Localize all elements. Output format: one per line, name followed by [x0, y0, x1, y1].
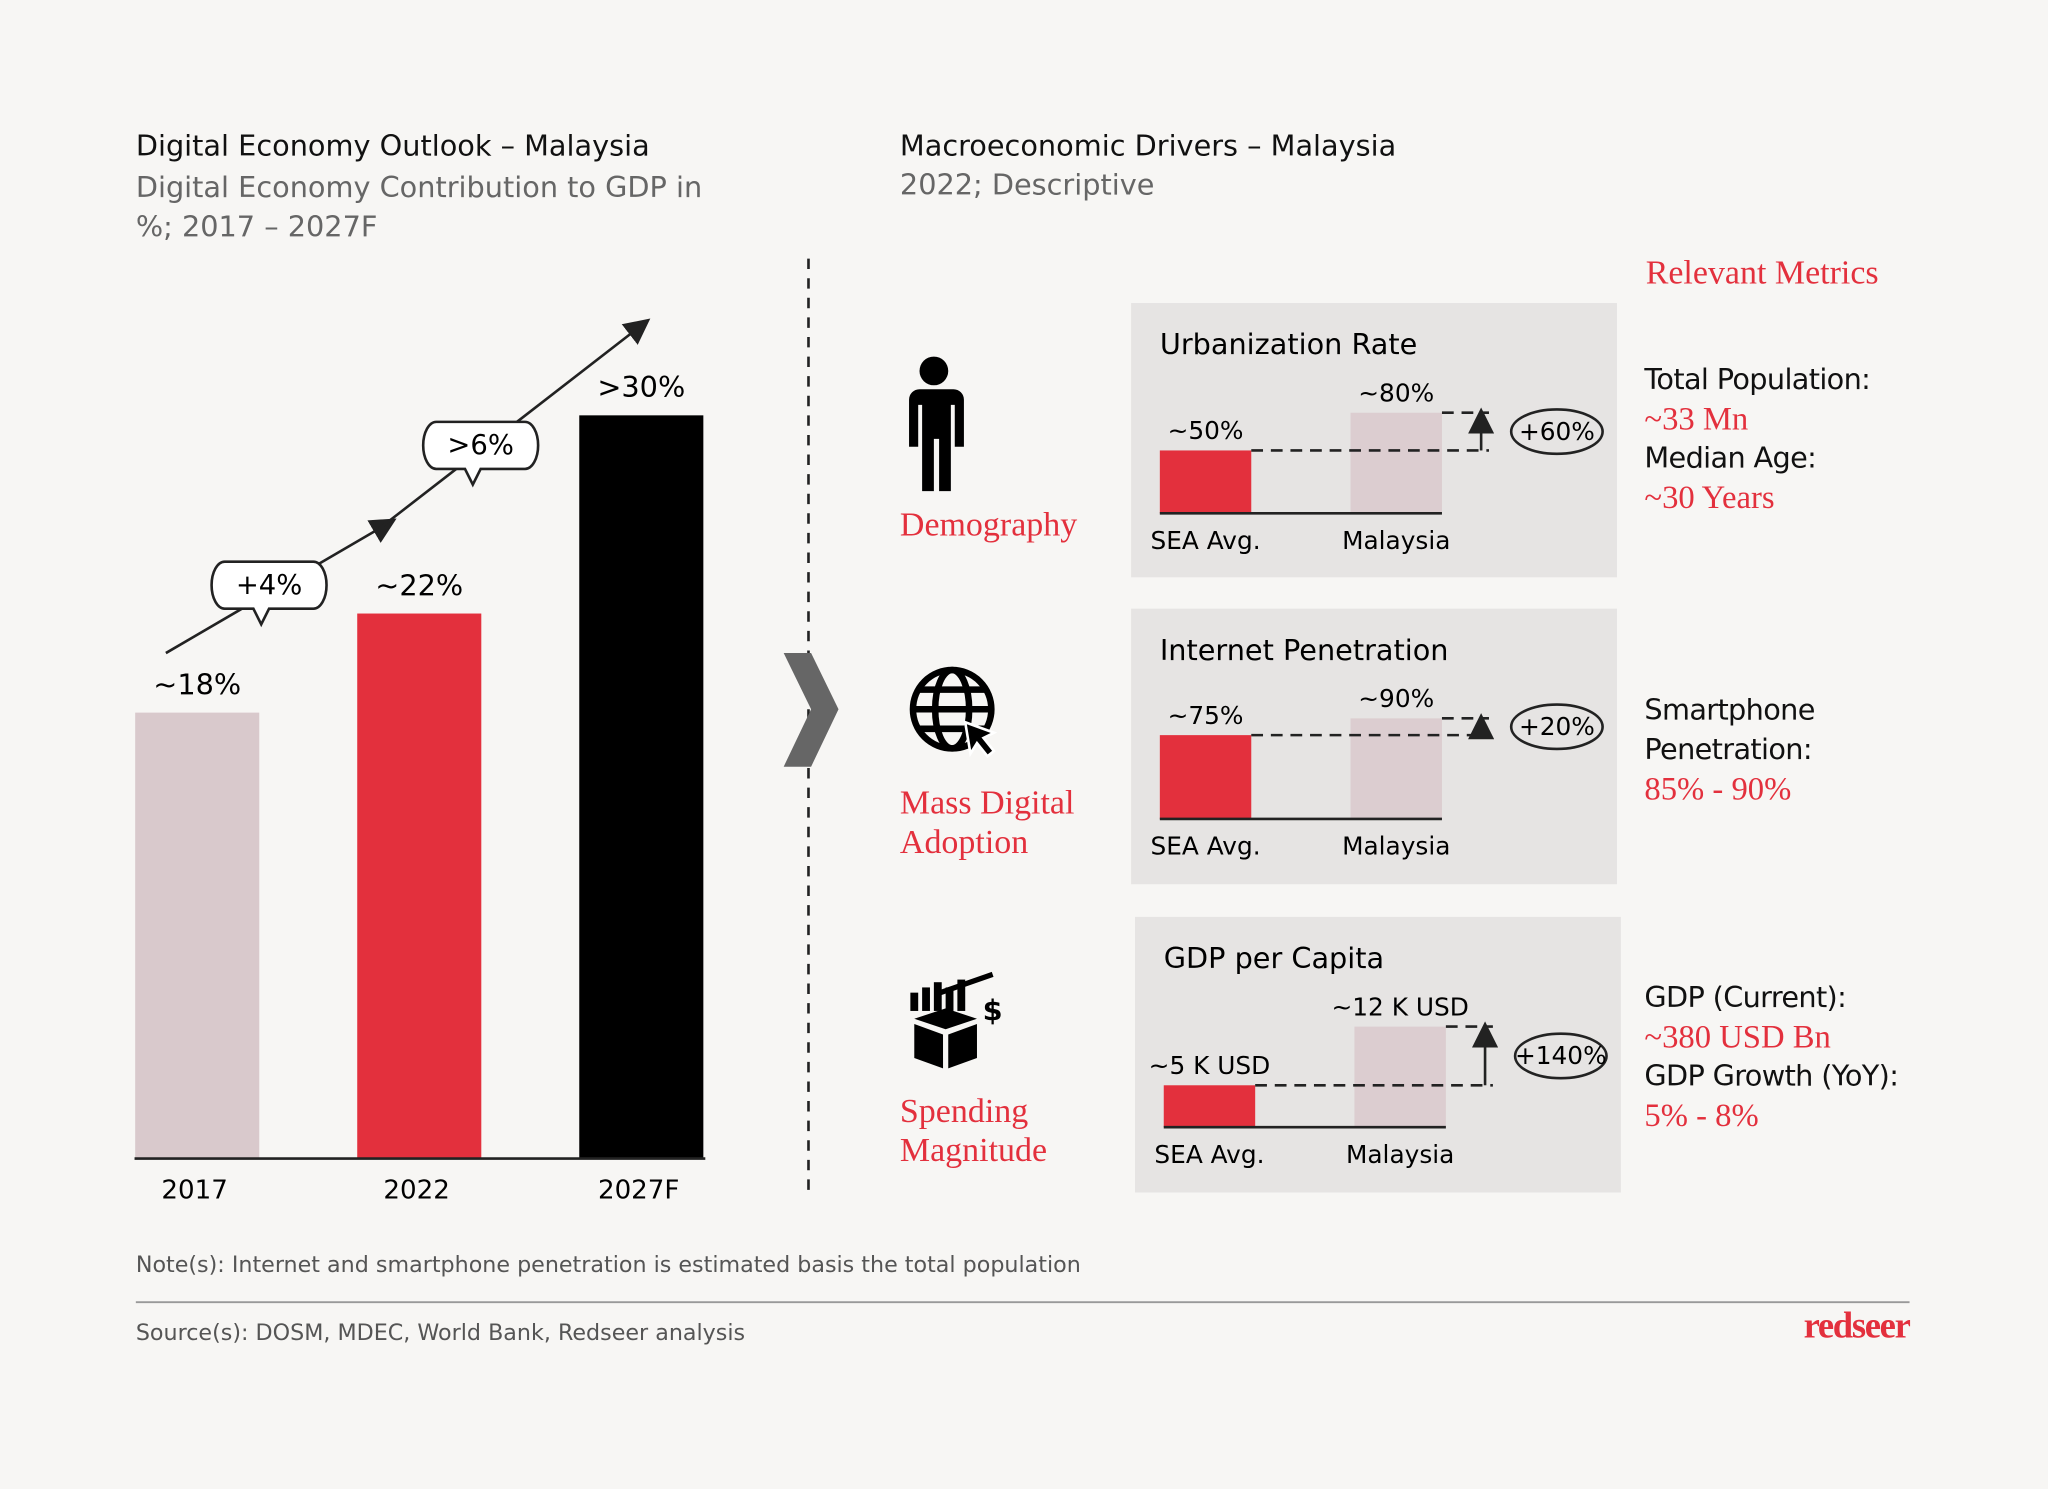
value-label: ~80%	[1358, 378, 1434, 407]
value-label: ~12 K USD	[1331, 992, 1468, 1021]
bar	[1350, 718, 1442, 819]
box-icon: $	[910, 971, 1003, 1069]
metrics: GDP (Current): ~380 USD Bn GDP Growth (Y…	[1644, 980, 1899, 1137]
category-label: 2027F	[598, 1176, 679, 1206]
chevron	[783, 653, 839, 767]
metric-value: 5% - 8%	[1644, 1098, 1759, 1134]
value-label: ~90%	[1358, 684, 1434, 713]
value-label: ~75%	[1168, 701, 1244, 730]
diff-oval	[1513, 1032, 1608, 1080]
diff-label: +60%	[1519, 417, 1595, 446]
metric-value: ~30 Years	[1644, 480, 1775, 516]
globe-icon	[909, 666, 998, 759]
left-title: Digital Economy Outlook – Malaysia	[135, 130, 650, 164]
dollar-sign: $	[983, 993, 1003, 1027]
category-label: Malaysia	[1342, 526, 1450, 555]
panel-title: GDP per Capita	[1164, 941, 1384, 975]
driver-label: Spending Magnitude	[899, 1091, 1048, 1169]
bar	[1354, 1026, 1446, 1128]
callout	[210, 560, 328, 628]
note: Note(s): Internet and smartphone penetra…	[135, 1252, 1081, 1279]
metric-label: GDP (Current):	[1644, 982, 1847, 1015]
category-label: Malaysia	[1342, 832, 1450, 861]
category-label: SEA Avg.	[1154, 1140, 1264, 1169]
value-label: ~18%	[153, 667, 241, 701]
diff-label: +140%	[1515, 1041, 1607, 1070]
category-label: 2022	[383, 1176, 449, 1206]
category-label: Malaysia	[1346, 1140, 1454, 1169]
metric-label: GDP Growth (YoY):	[1644, 1060, 1899, 1094]
diff-label: +20%	[1519, 712, 1595, 741]
metric-value: 85% - 90%	[1644, 771, 1792, 808]
growth-label: +4%	[236, 570, 302, 601]
driver-label: Mass Digital Adoption	[899, 783, 1075, 861]
bar	[357, 613, 482, 1159]
diff-oval	[1509, 703, 1604, 751]
value-label: >30%	[597, 370, 685, 404]
panel-title: Urbanization Rate	[1160, 327, 1418, 361]
right-title: Macroeconomic Drivers – Malaysia	[899, 130, 1397, 164]
metric-label: Total Population:	[1644, 364, 1871, 398]
panel-title: Internet Penetration	[1160, 633, 1449, 667]
right-subtitle: 2022; Descriptive	[899, 169, 1155, 203]
value-label: ~5 K USD	[1149, 1051, 1271, 1080]
metrics-heading: Relevant Metrics	[1645, 253, 1879, 292]
bar	[1350, 412, 1442, 514]
growth-label: >6%	[447, 430, 513, 461]
category-label: 2017	[161, 1176, 227, 1206]
logo: redseer	[1803, 1306, 1911, 1347]
category-label: SEA Avg.	[1151, 526, 1261, 555]
bar	[1159, 450, 1252, 514]
bar	[1159, 735, 1252, 819]
bar	[1163, 1085, 1256, 1128]
metrics: Smartphone Penetration: 85% - 90%	[1644, 692, 1879, 810]
person-icon	[909, 356, 964, 492]
bar	[579, 415, 704, 1159]
driver-label: Demography	[899, 505, 1078, 544]
value-label: ~50%	[1168, 416, 1244, 445]
value-label: ~22%	[375, 568, 463, 602]
metric-label: Median Age:	[1644, 442, 1817, 476]
bar	[135, 712, 260, 1159]
left-subtitle: Digital Economy Contribution to GDP in %…	[135, 172, 703, 245]
metric-value: ~380 USD Bn	[1644, 1020, 1831, 1056]
source: Source(s): DOSM, MDEC, World Bank, Redse…	[135, 1320, 746, 1347]
callout	[421, 420, 540, 488]
metrics: Total Population: ~33 Mn Median Age: ~30…	[1644, 362, 1870, 519]
metric-label: Smartphone Penetration:	[1644, 694, 1815, 767]
category-label: SEA Avg.	[1151, 832, 1261, 861]
diff-oval	[1509, 408, 1604, 456]
metric-value: ~33 Mn	[1644, 402, 1749, 438]
